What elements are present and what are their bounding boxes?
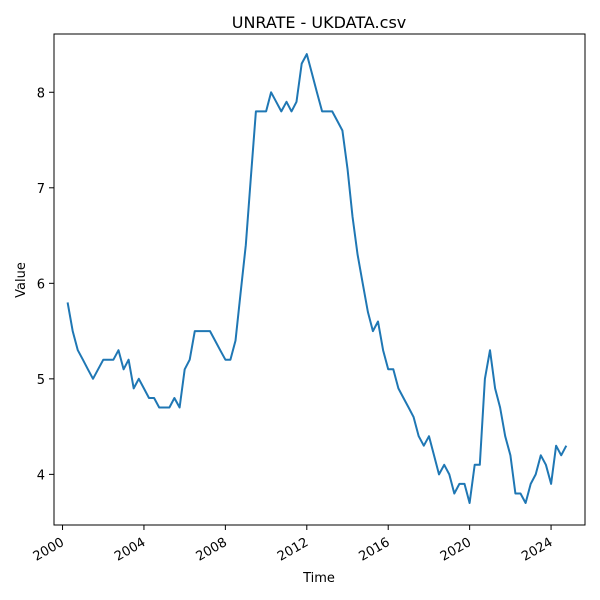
y-tick-label: 8 <box>37 86 45 101</box>
plot-area <box>53 33 586 526</box>
y-axis: 4 5 6 7 8 <box>37 86 54 483</box>
chart-title: UNRATE - UKDATA.csv <box>232 13 407 32</box>
y-tick-label: 7 <box>37 182 45 197</box>
y-tick-label: 4 <box>37 468 45 483</box>
y-tick-label: 6 <box>37 277 45 292</box>
series-line <box>66 53 568 504</box>
x-axis-label: Time <box>302 571 335 586</box>
y-tick-label: 5 <box>37 373 45 388</box>
y-axis-label: Value <box>14 262 29 298</box>
axes-frame <box>53 33 586 526</box>
